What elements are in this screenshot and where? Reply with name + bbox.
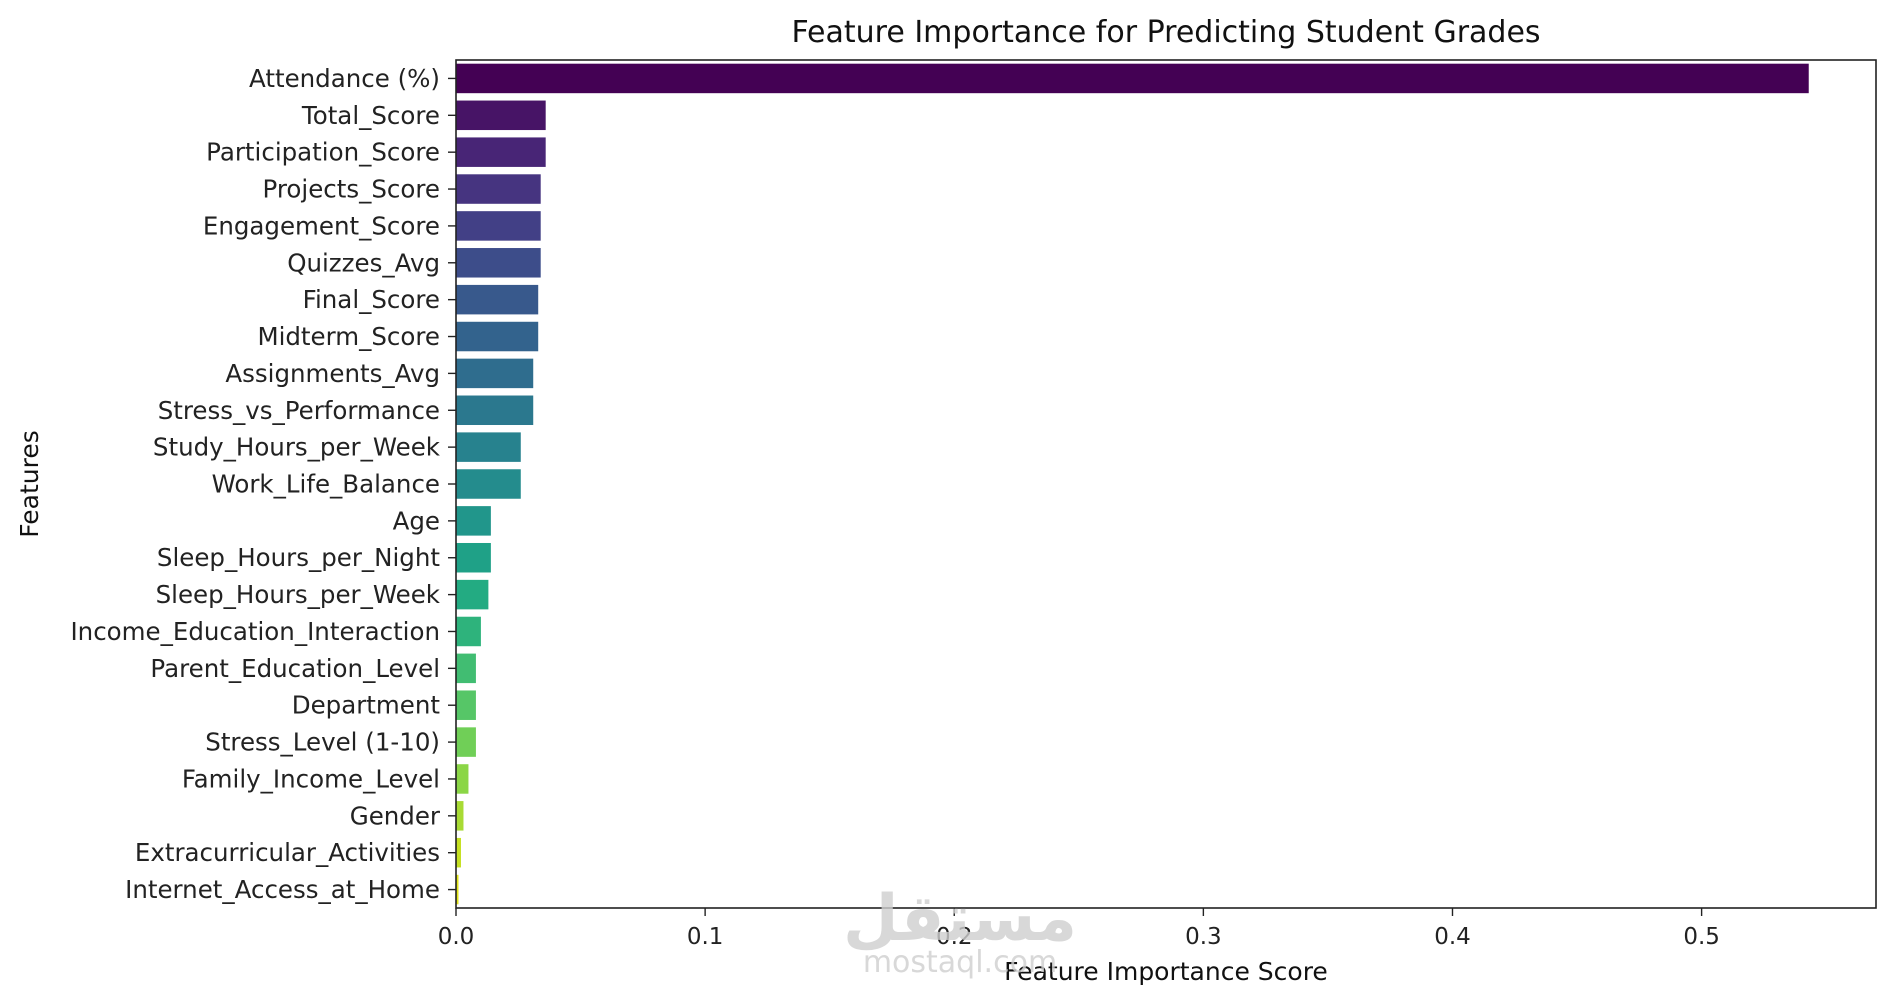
bar — [456, 137, 546, 167]
y-tick-label: Stress_Level (1-10) — [205, 728, 440, 757]
y-tick-label: Stress_vs_Performance — [158, 396, 440, 425]
bar — [456, 174, 541, 204]
bar — [456, 100, 546, 131]
x-tick-label: 0.1 — [687, 924, 724, 950]
bar — [456, 506, 491, 536]
x-tick-label: 0.3 — [1185, 924, 1222, 950]
bar — [456, 211, 541, 241]
y-tick-label: Income_Education_Interaction — [70, 617, 440, 646]
bar — [456, 395, 534, 426]
bar — [456, 764, 469, 794]
bar — [456, 579, 489, 610]
bar — [456, 727, 476, 757]
watermark-latin: mostaql.com — [863, 945, 1057, 980]
plot-frame — [455, 59, 1877, 909]
bar — [456, 358, 534, 389]
x-tick-label: 0.0 — [438, 924, 475, 950]
y-tick-label: Sleep_Hours_per_Night — [157, 543, 440, 572]
y-tick-label: Assignments_Avg — [225, 359, 440, 388]
bar — [456, 469, 521, 499]
y-tick-label: Extracurricular_Activities — [135, 838, 440, 867]
x-tick-label: 0.2 — [936, 924, 973, 950]
bar — [456, 321, 539, 352]
y-tick-label: Midterm_Score — [257, 322, 440, 351]
watermark-arabic: مستقل — [843, 882, 1077, 956]
y-tick-label: Gender — [350, 801, 441, 830]
y-tick-label: Work_Life_Balance — [212, 470, 440, 499]
y-tick-label: Internet_Access_at_Home — [125, 875, 440, 904]
y-tick-label: Participation_Score — [206, 138, 440, 167]
bar — [456, 837, 461, 868]
bar — [456, 248, 541, 278]
y-tick-label: Engagement_Score — [203, 211, 440, 240]
chart-title: Feature Importance for Predicting Studen… — [791, 15, 1540, 50]
x-tick-label: 0.4 — [1434, 924, 1471, 950]
y-axis-label: Features — [15, 430, 44, 538]
y-tick-labels: Attendance (%) Total_Score Participation_S… — [70, 64, 456, 904]
x-tick-label: 0.5 — [1683, 924, 1720, 950]
y-tick-label: Department — [292, 691, 441, 720]
bar — [456, 801, 464, 831]
bar — [456, 63, 1809, 94]
y-tick-label: Family_Income_Level — [182, 764, 440, 793]
y-tick-label: Study_Hours_per_Week — [153, 433, 441, 462]
y-tick-label: Final_Score — [303, 285, 440, 314]
y-tick-label: Parent_Education_Level — [150, 654, 440, 683]
y-tick-label: Age — [393, 506, 440, 535]
x-axis-ticks: 0.0 0.1 0.2 0.3 0.4 0.5 — [438, 908, 1720, 950]
y-tick-label: Projects_Score — [263, 175, 440, 204]
bar — [456, 653, 476, 684]
bar — [456, 690, 476, 720]
watermark: مستقل mostaql.com — [843, 882, 1077, 980]
y-tick-label: Attendance (%) — [249, 64, 440, 93]
y-tick-label: Sleep_Hours_per_Week — [156, 580, 441, 609]
bar — [456, 542, 491, 573]
y-tick-label: Quizzes_Avg — [287, 248, 440, 277]
bar — [456, 284, 539, 315]
bar — [456, 874, 459, 905]
bar — [456, 616, 481, 647]
y-tick-label: Total_Score — [301, 101, 440, 130]
bar — [456, 432, 521, 462]
x-axis-label: Feature Importance Score — [1004, 957, 1328, 986]
bars-group — [456, 63, 1809, 905]
